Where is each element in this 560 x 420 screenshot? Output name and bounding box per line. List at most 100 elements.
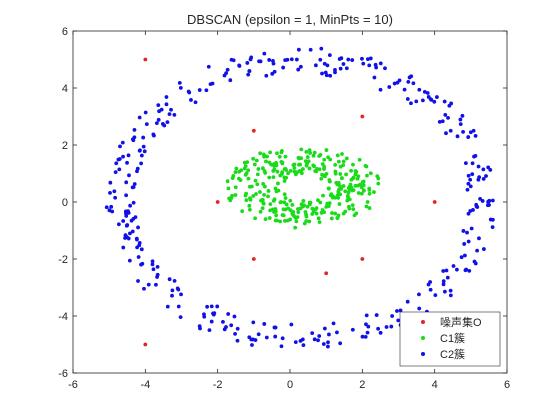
point-c2 — [207, 328, 212, 333]
point-c1 — [271, 175, 276, 180]
point-c1 — [225, 179, 230, 184]
point-c2 — [116, 222, 121, 227]
point-c2 — [441, 269, 446, 273]
point-c2 — [221, 319, 225, 324]
point-c2 — [225, 67, 230, 72]
point-c2 — [463, 268, 468, 273]
point-c1 — [240, 209, 245, 214]
point-c1 — [236, 176, 241, 181]
point-c2 — [156, 103, 161, 107]
point-c2 — [296, 67, 301, 72]
point-c1 — [318, 200, 323, 205]
x-tick-label: -6 — [68, 379, 78, 391]
point-c2 — [458, 122, 463, 127]
legend-label-c2: C2簇 — [440, 347, 465, 361]
point-c1 — [375, 174, 380, 179]
point-c2 — [204, 88, 209, 93]
point-c2 — [312, 337, 317, 342]
point-c1 — [314, 206, 319, 211]
point-c1 — [233, 193, 238, 197]
chart-title: DBSCAN (epsilon = 1, MinPts = 10) — [187, 12, 393, 27]
point-c1 — [280, 213, 285, 217]
point-c2 — [473, 261, 478, 266]
point-c2 — [366, 324, 371, 329]
point-c2 — [441, 279, 446, 284]
point-c2 — [250, 343, 254, 347]
point-c2 — [209, 304, 214, 309]
point-c1 — [302, 203, 306, 208]
point-c1 — [254, 192, 258, 196]
point-c2 — [298, 64, 303, 69]
point-c2 — [136, 255, 141, 259]
point-c1 — [351, 162, 355, 167]
point-c2 — [468, 184, 473, 189]
point-c2 — [451, 264, 456, 268]
point-c2 — [383, 66, 387, 71]
legend: 噪声集O C1簇 C2簇 — [399, 311, 501, 367]
point-c2 — [110, 209, 115, 214]
point-c2 — [422, 90, 427, 94]
point-c1 — [262, 169, 267, 173]
point-c2 — [130, 229, 135, 234]
point-c1 — [305, 204, 310, 209]
point-c2 — [202, 314, 207, 319]
point-c1 — [312, 150, 317, 155]
point-c2 — [365, 330, 370, 335]
point-c1 — [274, 213, 279, 218]
point-c2 — [197, 88, 202, 92]
point-c2 — [117, 157, 122, 161]
point-c2 — [127, 258, 132, 263]
point-c1 — [255, 182, 260, 187]
point-c2 — [481, 167, 486, 172]
point-c2 — [360, 334, 365, 339]
y-tick-label: 4 — [62, 83, 68, 95]
point-c2 — [144, 122, 149, 127]
point-c1 — [310, 206, 315, 211]
point-c1 — [268, 150, 272, 155]
x-tick-label: 6 — [504, 379, 510, 391]
point-c2 — [402, 87, 407, 92]
point-c1 — [292, 166, 297, 170]
point-c1 — [307, 219, 312, 224]
point-c2 — [465, 230, 469, 235]
point-c1 — [343, 209, 348, 214]
point-c2 — [131, 138, 136, 143]
point-c2 — [433, 293, 438, 298]
point-c1 — [341, 184, 346, 188]
point-c2 — [128, 231, 132, 236]
legend-marker-c2 — [421, 352, 425, 356]
point-c2 — [378, 87, 383, 92]
point-c1 — [286, 171, 290, 176]
point-c2 — [126, 209, 130, 214]
point-c1 — [320, 208, 325, 212]
x-tick-label: -4 — [140, 379, 150, 391]
point-noise — [360, 257, 365, 261]
point-c2 — [339, 56, 344, 61]
point-c2 — [132, 182, 137, 186]
point-c1 — [337, 184, 342, 189]
point-c2 — [470, 172, 475, 177]
point-c1 — [260, 206, 265, 211]
point-c2 — [264, 73, 269, 78]
point-c2 — [179, 292, 183, 297]
point-c1 — [290, 202, 295, 207]
legend-box — [399, 311, 501, 367]
point-c2 — [417, 87, 422, 92]
point-c2 — [178, 315, 183, 319]
point-c1 — [303, 159, 308, 164]
point-c1 — [335, 153, 340, 158]
point-c1 — [324, 205, 329, 209]
point-c1 — [280, 149, 284, 153]
point-noise — [324, 271, 329, 276]
point-c2 — [463, 161, 468, 166]
point-c2 — [124, 193, 129, 198]
point-c2 — [474, 202, 479, 207]
point-c2 — [124, 180, 129, 185]
point-c2 — [374, 313, 379, 317]
point-c1 — [338, 192, 343, 197]
point-c1 — [260, 166, 265, 171]
point-c1 — [276, 181, 280, 186]
point-c1 — [271, 169, 276, 173]
point-c2 — [322, 61, 327, 66]
point-c1 — [354, 211, 359, 216]
